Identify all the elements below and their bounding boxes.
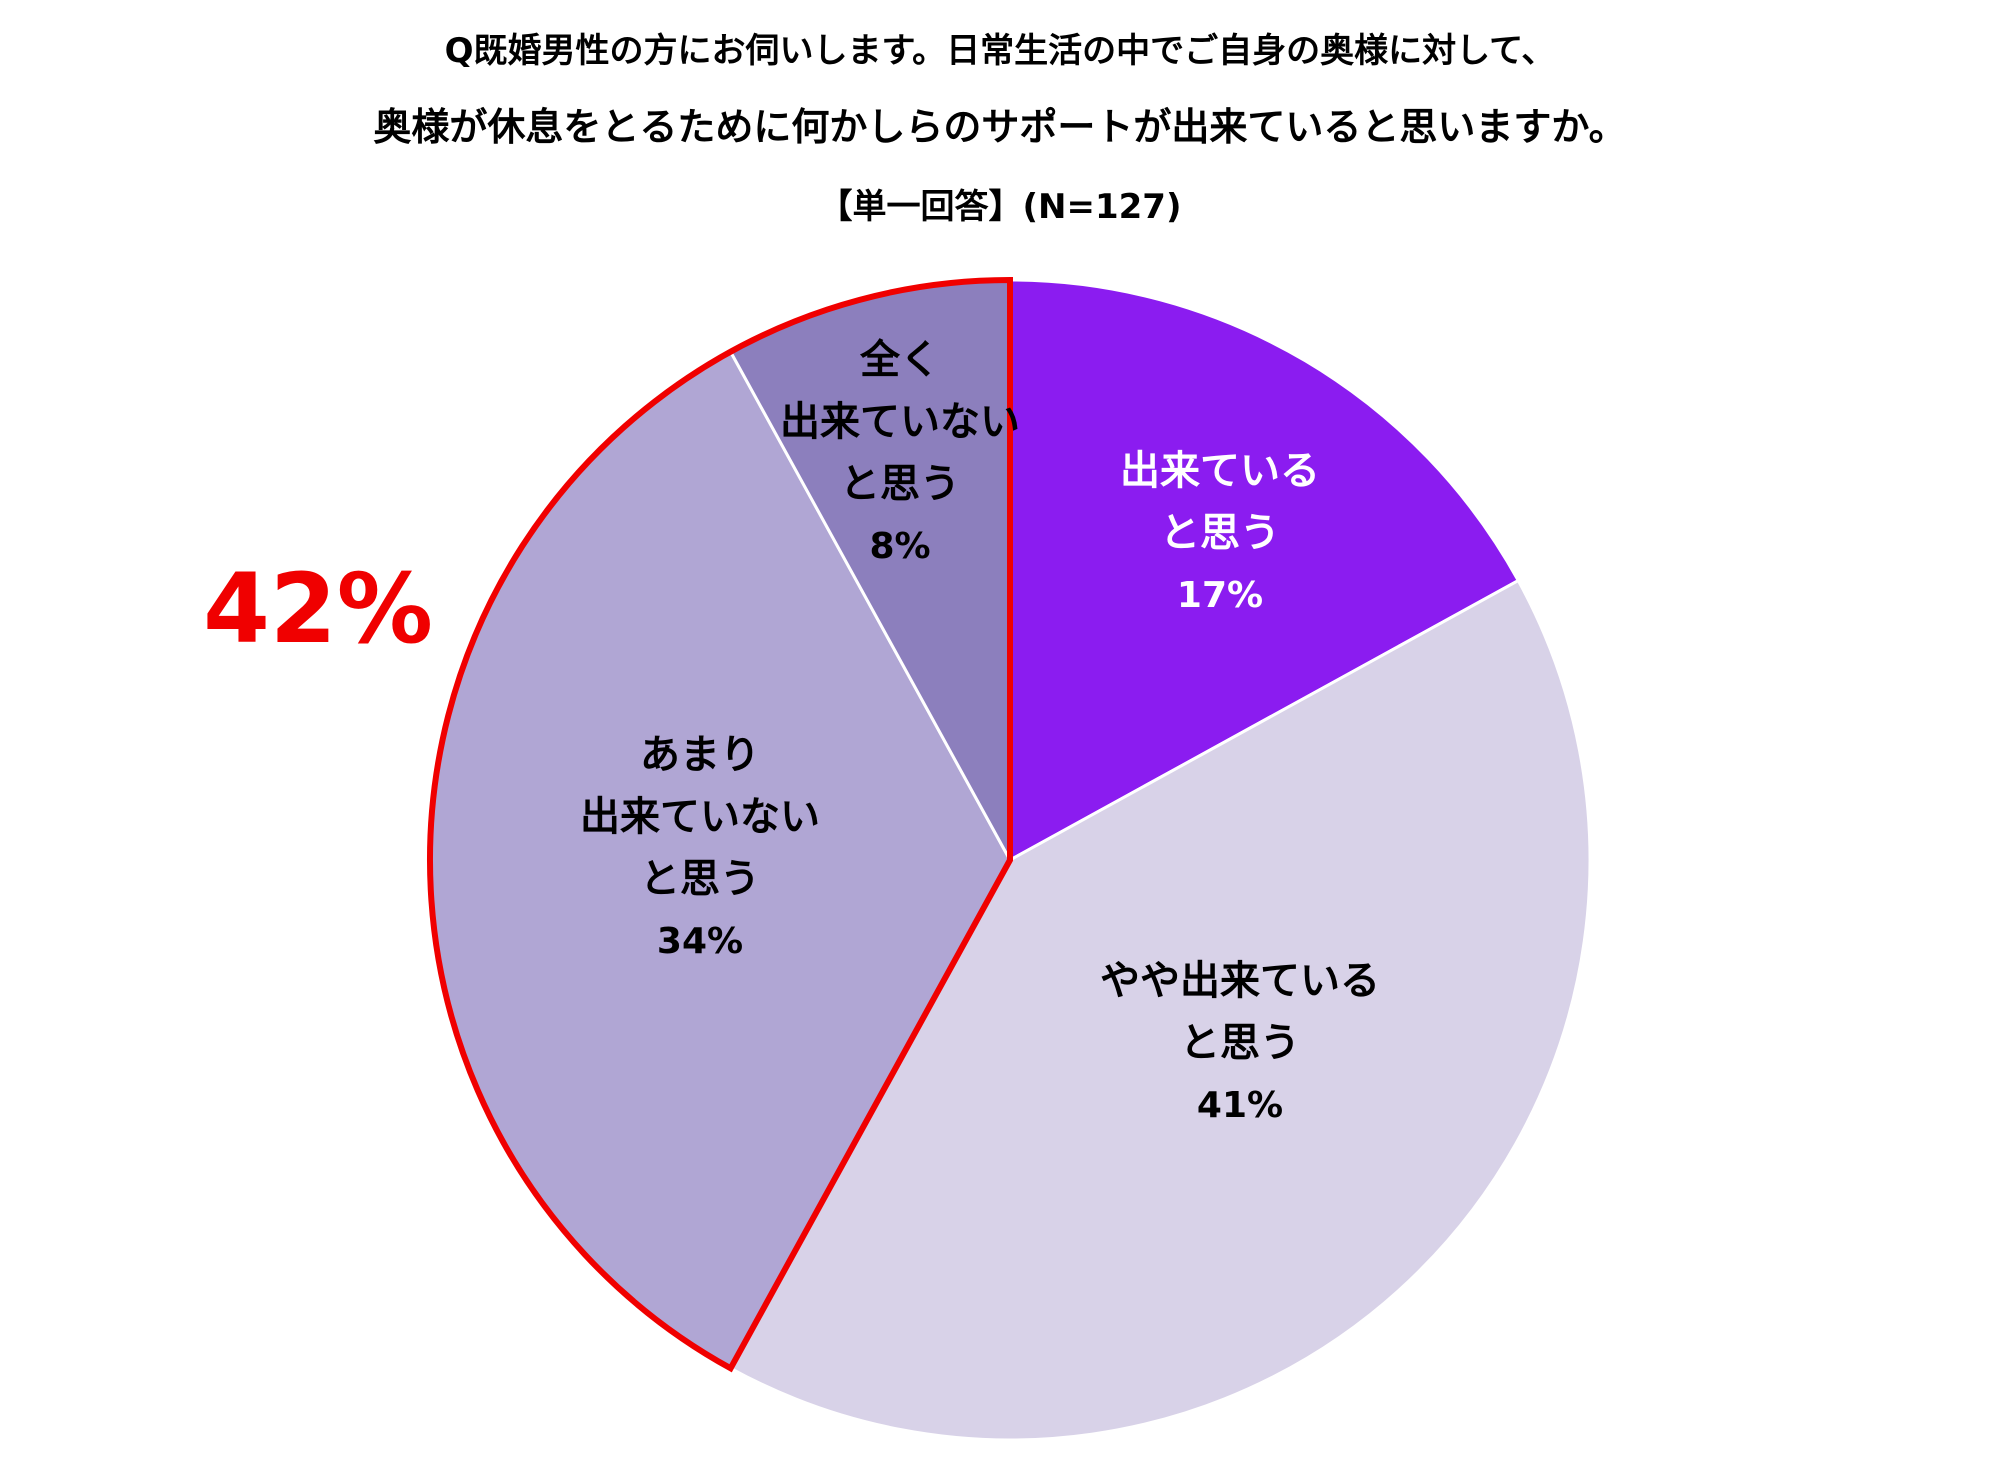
slice-category-label: 全く [859,337,940,383]
slice-value-label: 8% [869,526,930,567]
pie-slice [1008,278,1521,863]
chart-title-line: 【単一回答】(N=127) [819,187,1182,227]
highlight-total-label: 42% [203,553,433,665]
slice-category-label: やや出来ている [1100,958,1380,1004]
slice-value-label: 17% [1177,575,1263,616]
chart-title: Q既婚男性の方にお伺いします。日常生活の中でご自身の奥様に対して、奥様が休息をと… [373,31,1626,227]
pie-slices [428,278,1592,1442]
highlight-outline [427,276,1013,1373]
slice-category-label: と思う [840,461,960,507]
chart-title-line: 奥様が休息をとるために何かしらのサポートが出来ていると思いますか。 [373,105,1626,149]
chart-title-line: Q既婚男性の方にお伺いします。日常生活の中でご自身の奥様に対して、 [445,31,1556,71]
slice-category-label: 出来ていない [780,399,1020,445]
slice-category-label: 出来ている [1120,448,1320,494]
slice-category-label: と思う [1180,1020,1300,1066]
slice-labels: 出来ていると思う17%やや出来ていると思う41%あまり出来ていないと思う34%全… [580,337,1380,1126]
slice-category-label: 出来ていない [580,794,820,840]
slice-category-label: あまり [640,732,760,778]
slice-value-label: 34% [657,921,743,962]
slice-category-label: と思う [640,856,760,902]
highlight-outline-group [427,276,1013,1373]
slice-value-label: 41% [1197,1085,1283,1126]
slice-category-label: と思う [1160,510,1280,556]
pie-slice [728,578,1592,1442]
